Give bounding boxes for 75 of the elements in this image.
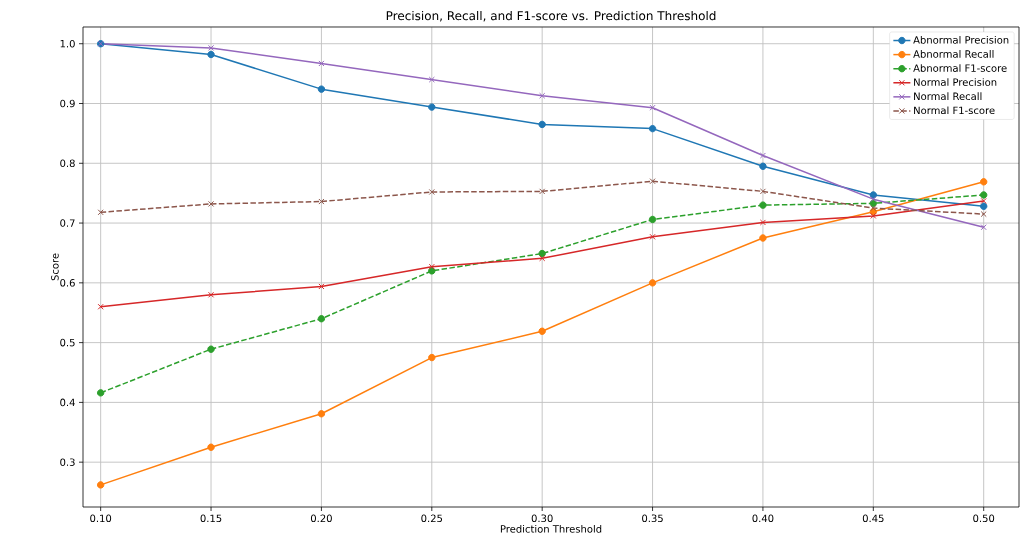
point	[317, 85, 326, 93]
x-tick-label: 0.45	[862, 514, 884, 523]
point	[649, 178, 656, 185]
point	[318, 198, 325, 205]
point	[428, 103, 436, 111]
point	[428, 76, 435, 83]
point	[759, 219, 766, 226]
y-tick-label: 0.5	[60, 338, 75, 347]
point	[980, 224, 987, 231]
point	[538, 327, 546, 335]
legend-label: Abnormal Precision	[913, 35, 1009, 44]
point	[428, 353, 436, 362]
point	[208, 200, 215, 207]
point	[648, 279, 657, 287]
x-tick-label: 0.15	[200, 514, 222, 523]
point	[980, 197, 987, 204]
point	[318, 283, 325, 290]
legend-label: Abnormal F1-score	[913, 64, 1007, 72]
point	[870, 196, 877, 203]
point	[207, 50, 215, 59]
y-axis-title: Score	[51, 253, 59, 281]
point	[870, 212, 877, 219]
point	[96, 481, 105, 489]
x-axis-title: Prediction Threshold	[500, 524, 602, 533]
point	[538, 249, 546, 258]
y-tick-label: 0.4	[60, 398, 75, 407]
point	[317, 315, 326, 323]
point	[208, 44, 215, 51]
point	[980, 211, 987, 218]
y-tick-label: 1.0	[60, 39, 75, 48]
point	[539, 188, 546, 195]
point	[649, 104, 656, 111]
point	[870, 205, 877, 212]
point	[97, 303, 104, 310]
point	[649, 233, 656, 240]
point	[318, 60, 325, 67]
legend-label: Abnormal Recall	[913, 50, 994, 58]
x-tick-label: 0.25	[421, 514, 443, 523]
legend-label: Normal Precision	[914, 78, 997, 86]
point	[759, 201, 767, 209]
legend-label: Normal F1-score	[914, 106, 995, 115]
point	[759, 152, 766, 159]
legend-label: Normal Recall	[914, 92, 982, 101]
y-tick-label: 0.7	[60, 219, 75, 227]
y-tick-label: 0.8	[60, 159, 75, 168]
point	[97, 209, 104, 216]
point	[207, 345, 215, 353]
chart-title: Precision, Recall, and F1-score vs. Prediction Threshold	[386, 10, 716, 22]
point	[648, 215, 657, 224]
point	[96, 389, 105, 397]
point	[648, 124, 657, 133]
x-tick-label: 0.20	[310, 514, 332, 523]
point	[428, 263, 435, 270]
point	[538, 120, 546, 129]
y-tick-label: 0.6	[60, 279, 75, 287]
point	[539, 255, 546, 262]
y-tick-label: 0.9	[60, 99, 75, 108]
point	[759, 234, 767, 242]
point	[979, 178, 988, 186]
point	[428, 267, 436, 275]
point	[759, 162, 767, 170]
x-tick-label: 0.40	[752, 514, 774, 523]
point	[979, 191, 988, 199]
x-tick-label: 0.10	[90, 514, 112, 523]
point	[207, 443, 215, 451]
point	[428, 188, 435, 196]
x-tick-label: 0.35	[642, 514, 663, 523]
point	[979, 202, 988, 211]
point	[208, 291, 215, 298]
y-tick-label: 0.3	[60, 458, 75, 466]
x-tick-label: 0.30	[531, 514, 553, 523]
point	[539, 92, 546, 99]
point	[759, 188, 766, 195]
x-tick-label: 0.50	[973, 514, 995, 523]
point	[317, 410, 326, 418]
